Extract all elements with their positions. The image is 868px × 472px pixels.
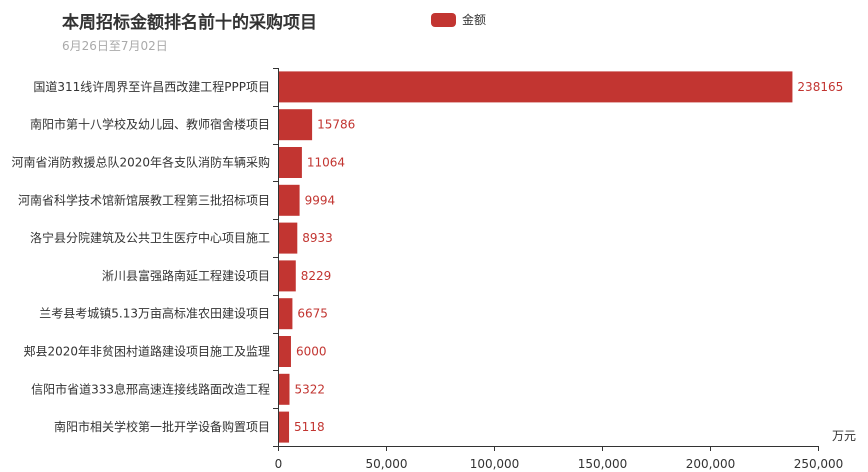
bar[interactable] <box>279 71 793 103</box>
legend-label: 金额 <box>462 13 487 27</box>
value-label: 8229 <box>301 269 332 283</box>
chart-title: 本周招标金额排名前十的采购项目 <box>62 13 317 33</box>
value-label: 5118 <box>294 420 325 434</box>
value-label: 11064 <box>307 156 345 170</box>
category-label: 南阳市相关学校第一批开学设备购置项目 <box>54 419 270 434</box>
category-label: 洛宁县分院建筑及公共卫生医疗中心项目施工 <box>30 230 270 245</box>
chart-subtitle: 6月26日至7月02日 <box>62 39 168 53</box>
category-label: 郏县2020年非贫困村道路建设项目施工及监理 <box>23 344 270 359</box>
bar[interactable] <box>279 147 302 178</box>
x-tick-label: 0 <box>275 457 283 471</box>
x-tick-label: 150,000 <box>578 457 628 471</box>
value-label: 9994 <box>305 193 336 207</box>
value-label: 5322 <box>294 382 325 396</box>
x-tick-label: 50,000 <box>366 457 408 471</box>
bar[interactable] <box>279 109 313 141</box>
category-label: 信阳市省道333息邢高速连接线路面改造工程 <box>31 381 270 396</box>
category-label: 淅川县富强路南延工程建设项目 <box>102 268 270 283</box>
value-label: 6000 <box>296 345 327 359</box>
bar[interactable] <box>279 184 300 216</box>
value-label: 238165 <box>797 80 843 94</box>
bar[interactable] <box>279 222 298 254</box>
category-label: 兰考县考城镇5.13万亩高标准农田建设项目 <box>39 306 270 321</box>
x-tick-label: 100,000 <box>470 457 520 471</box>
bar[interactable] <box>279 260 296 292</box>
category-label: 国道311线许周界至许昌西改建工程PPP项目 <box>33 79 270 94</box>
bar[interactable] <box>279 373 290 405</box>
x-axis-unit: 万元 <box>832 429 856 443</box>
x-tick-label: 200,000 <box>686 457 736 471</box>
bar[interactable] <box>279 336 291 367</box>
legend-item[interactable]: 金额 <box>431 11 486 28</box>
bar[interactable] <box>279 411 290 443</box>
x-tick-label: 250,000 <box>794 457 844 471</box>
value-label: 15786 <box>317 118 355 132</box>
value-label: 8933 <box>302 231 333 245</box>
legend-swatch <box>431 12 456 27</box>
category-label: 河南省科学技术馆新馆展教工程第三批招标项目 <box>18 192 270 207</box>
category-label: 河南省消防救援总队2020年各支队消防车辆采购 <box>11 155 270 170</box>
bar[interactable] <box>279 298 293 330</box>
category-label: 南阳市第十八学校及幼儿园、教师宿舍楼项目 <box>30 117 270 132</box>
value-label: 6675 <box>297 307 328 321</box>
